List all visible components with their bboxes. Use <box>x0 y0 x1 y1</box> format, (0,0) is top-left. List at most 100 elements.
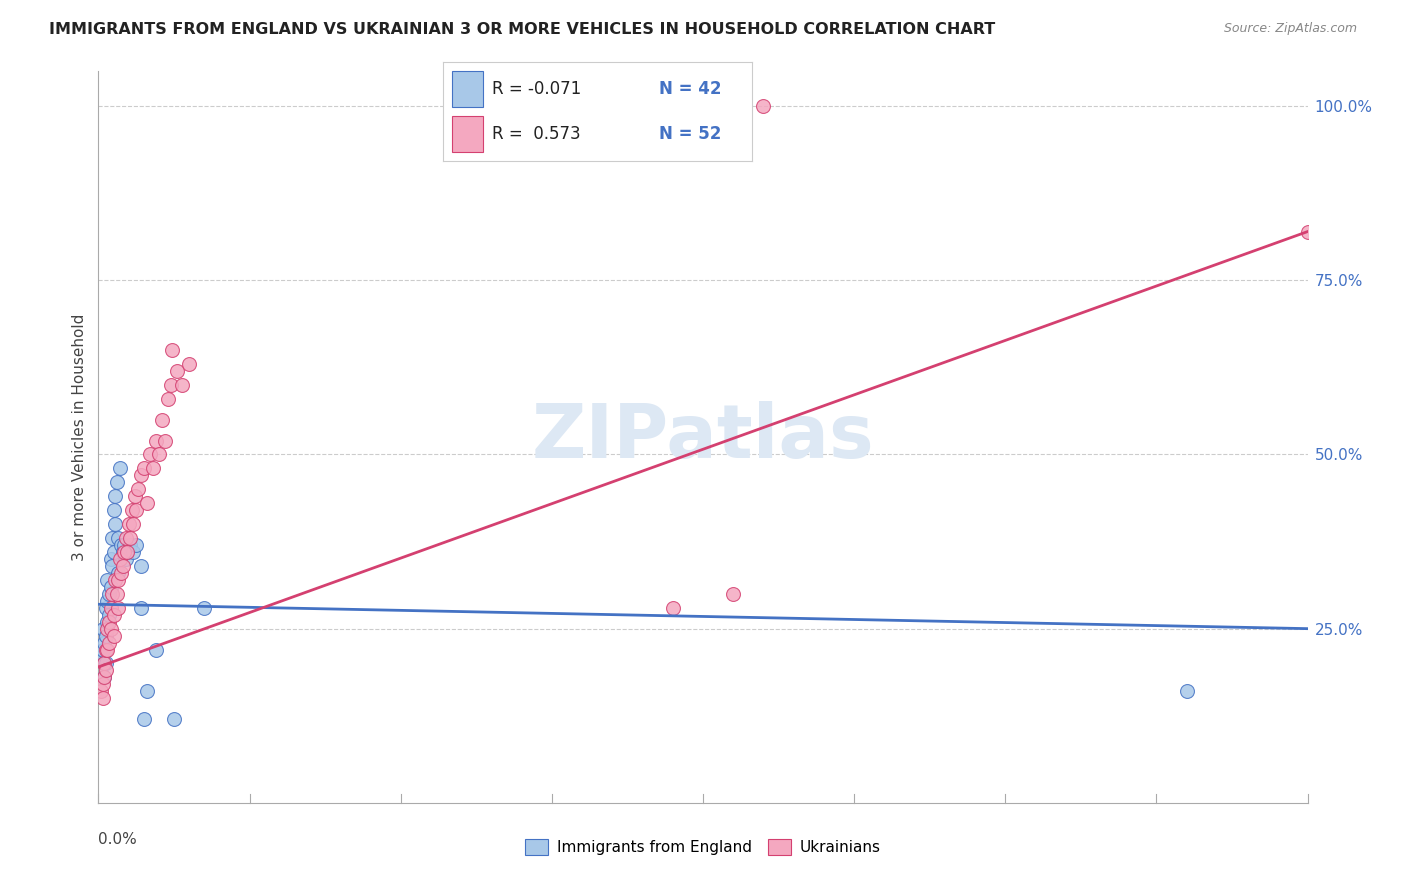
Text: N = 52: N = 52 <box>659 125 721 143</box>
Point <box>752 99 775 113</box>
Point <box>129 468 152 483</box>
Point <box>145 434 167 448</box>
Point <box>103 503 125 517</box>
Point <box>156 392 179 406</box>
Point <box>90 684 112 698</box>
Point <box>103 607 125 622</box>
Point <box>94 600 117 615</box>
Point <box>93 670 115 684</box>
Text: IMMIGRANTS FROM ENGLAND VS UKRAINIAN 3 OR MORE VEHICLES IN HOUSEHOLD CORRELATION: IMMIGRANTS FROM ENGLAND VS UKRAINIAN 3 O… <box>49 22 995 37</box>
Point <box>153 434 176 448</box>
Point <box>104 489 127 503</box>
Point <box>101 558 124 573</box>
Point <box>661 600 683 615</box>
Point <box>110 538 132 552</box>
Point <box>1175 684 1198 698</box>
Point <box>114 552 136 566</box>
Point <box>145 642 167 657</box>
Text: R =  0.573: R = 0.573 <box>492 125 581 143</box>
Point <box>114 531 136 545</box>
Point <box>103 545 125 559</box>
Point <box>108 461 131 475</box>
Point <box>1296 225 1319 239</box>
Point <box>93 670 115 684</box>
Y-axis label: 3 or more Vehicles in Household: 3 or more Vehicles in Household <box>72 313 87 561</box>
Point <box>91 691 114 706</box>
Point <box>100 600 122 615</box>
Text: N = 42: N = 42 <box>659 80 721 98</box>
Point <box>98 587 121 601</box>
Point <box>162 343 184 357</box>
Point <box>160 377 183 392</box>
Point <box>96 615 118 629</box>
Point <box>100 622 122 636</box>
Point <box>107 573 129 587</box>
Point <box>124 489 146 503</box>
Point <box>166 364 188 378</box>
Point <box>96 573 118 587</box>
Point <box>118 517 141 532</box>
Point <box>108 552 131 566</box>
Point <box>179 357 201 371</box>
Point <box>723 587 745 601</box>
Point <box>107 600 129 615</box>
Point <box>135 684 157 698</box>
Point <box>135 496 157 510</box>
Point <box>115 545 138 559</box>
Point <box>125 503 148 517</box>
Point <box>91 642 114 657</box>
Point <box>100 552 122 566</box>
Point <box>193 600 215 615</box>
Point <box>101 587 124 601</box>
Point <box>100 580 122 594</box>
Point <box>170 377 193 392</box>
Point <box>122 517 145 532</box>
Point <box>90 649 112 664</box>
Point <box>139 448 162 462</box>
Point <box>91 622 114 636</box>
Point <box>96 622 118 636</box>
Bar <box>453 117 484 152</box>
Point <box>104 573 127 587</box>
Text: ZIPatlas: ZIPatlas <box>531 401 875 474</box>
Point <box>121 503 143 517</box>
Point <box>105 475 128 490</box>
Point <box>93 635 115 649</box>
Point <box>129 558 152 573</box>
Point <box>111 558 134 573</box>
Point <box>112 538 135 552</box>
Point <box>91 677 114 691</box>
Point <box>93 657 115 671</box>
Point <box>94 629 117 643</box>
Text: Source: ZipAtlas.com: Source: ZipAtlas.com <box>1223 22 1357 36</box>
Point <box>93 657 115 671</box>
Point <box>104 517 127 532</box>
Point <box>94 642 117 657</box>
Point <box>94 657 117 671</box>
Point <box>105 587 128 601</box>
Point <box>107 566 129 580</box>
Text: 0.0%: 0.0% <box>98 832 138 847</box>
Point <box>120 538 142 552</box>
Point <box>127 483 149 497</box>
Bar <box>453 71 484 107</box>
Point <box>148 448 170 462</box>
Point <box>98 607 121 622</box>
Point <box>120 531 142 545</box>
Point <box>96 594 118 608</box>
Point <box>103 629 125 643</box>
Point <box>112 545 135 559</box>
Point <box>94 664 117 678</box>
Point <box>142 461 165 475</box>
Point <box>115 545 138 559</box>
Point <box>98 615 121 629</box>
Point <box>125 538 148 552</box>
Point <box>101 531 124 545</box>
Point <box>96 642 118 657</box>
Point <box>129 600 152 615</box>
Point <box>111 545 134 559</box>
Point <box>122 545 145 559</box>
Point <box>150 412 173 426</box>
Legend: Immigrants from England, Ukrainians: Immigrants from England, Ukrainians <box>519 833 887 861</box>
Point <box>132 712 155 726</box>
